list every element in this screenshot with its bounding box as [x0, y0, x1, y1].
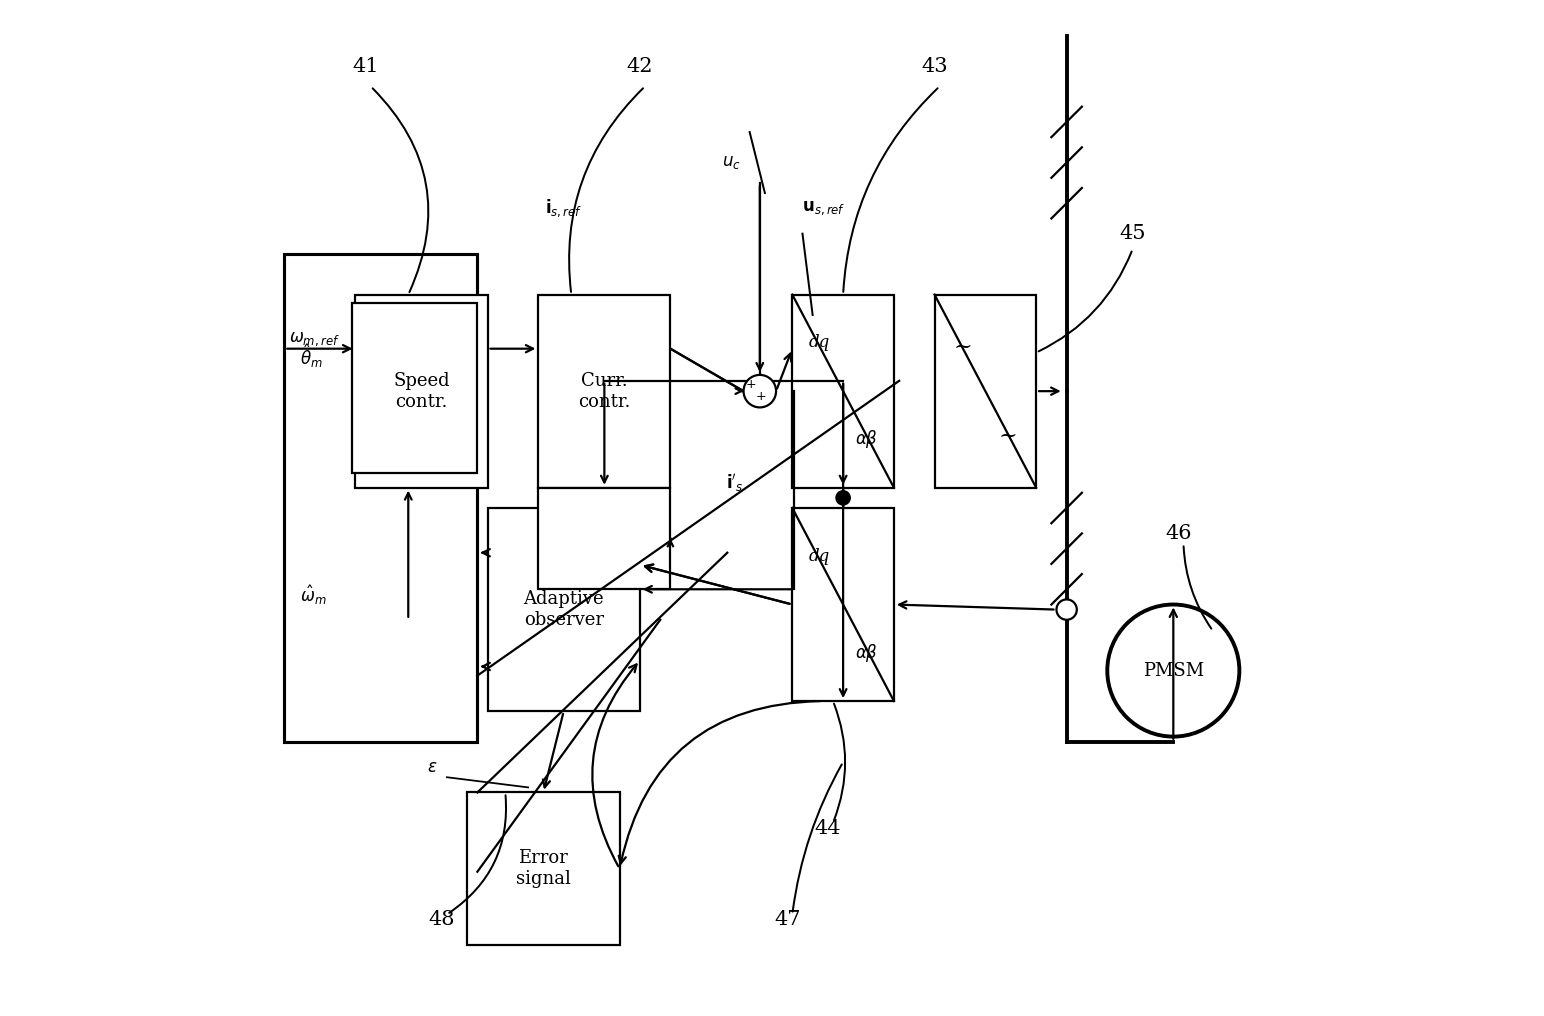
- Text: $\varepsilon$: $\varepsilon$: [426, 759, 437, 775]
- Text: $\omega_{m,ref}$: $\omega_{m,ref}$: [289, 330, 340, 347]
- Circle shape: [744, 375, 777, 407]
- Bar: [792, 295, 894, 488]
- Text: 45: 45: [1119, 225, 1146, 243]
- Bar: [355, 295, 488, 488]
- Text: 42: 42: [627, 57, 653, 75]
- Bar: [934, 295, 1036, 488]
- Text: dq: dq: [809, 548, 831, 565]
- Text: +: +: [757, 389, 767, 402]
- Text: $\alpha\beta$: $\alpha\beta$: [855, 642, 879, 663]
- Text: PMSM: PMSM: [1143, 661, 1204, 680]
- Text: ~: ~: [999, 425, 1017, 447]
- Text: +: +: [746, 378, 757, 391]
- Text: 43: 43: [922, 57, 948, 75]
- Text: dq: dq: [809, 334, 831, 352]
- Text: $\hat{\omega}_m$: $\hat{\omega}_m$: [300, 583, 326, 608]
- Text: 47: 47: [774, 910, 800, 929]
- Circle shape: [835, 491, 851, 505]
- Bar: [792, 508, 894, 701]
- Text: Error
signal: Error signal: [516, 849, 571, 888]
- Bar: [352, 303, 477, 473]
- Text: 46: 46: [1166, 524, 1192, 543]
- Circle shape: [1107, 605, 1240, 737]
- Circle shape: [1056, 599, 1076, 620]
- Text: $\hat{\theta}_m$: $\hat{\theta}_m$: [300, 342, 323, 370]
- Text: Curr.
contr.: Curr. contr.: [577, 372, 630, 410]
- Text: $\alpha\beta$: $\alpha\beta$: [855, 429, 879, 450]
- Text: $\mathbf{u}_{s,ref}$: $\mathbf{u}_{s,ref}$: [803, 199, 846, 217]
- Text: Adaptive
observer: Adaptive observer: [523, 590, 604, 629]
- Text: 41: 41: [352, 57, 378, 75]
- Text: $\mathbf{i}_{s,ref}$: $\mathbf{i}_{s,ref}$: [545, 197, 582, 219]
- Bar: [539, 295, 670, 488]
- Text: Speed
contr.: Speed contr.: [394, 372, 449, 410]
- Text: $u_c$: $u_c$: [723, 154, 741, 171]
- Bar: [284, 254, 477, 742]
- Bar: [488, 508, 639, 711]
- Text: $\mathbf{i}'_s$: $\mathbf{i}'_s$: [726, 471, 744, 494]
- Text: 48: 48: [429, 910, 455, 929]
- Bar: [539, 488, 670, 589]
- Text: ~: ~: [954, 335, 973, 358]
- Bar: [468, 792, 619, 945]
- Text: 44: 44: [815, 819, 841, 837]
